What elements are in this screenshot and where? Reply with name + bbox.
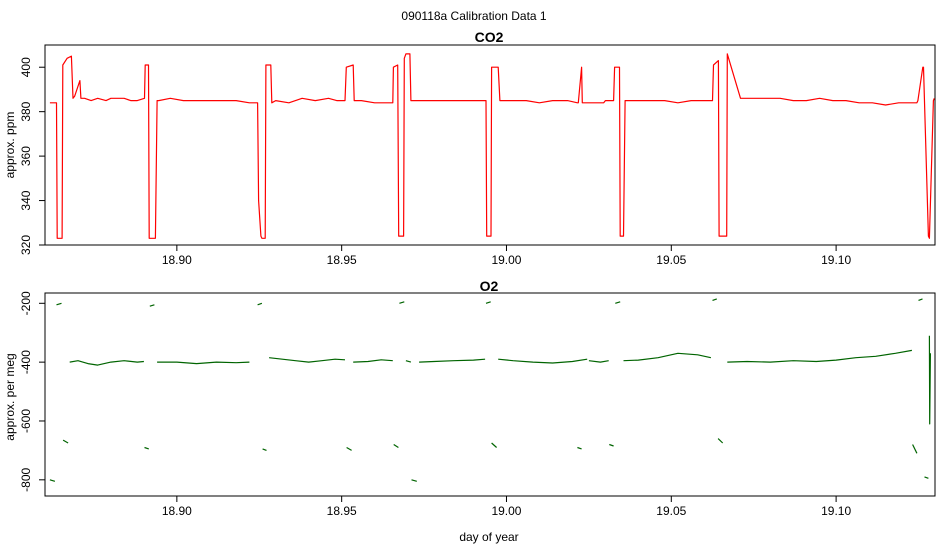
o2-title: O2	[480, 278, 499, 294]
o2-series-line	[69, 360, 144, 366]
co2-x-tick-label: 19.05	[656, 253, 686, 267]
o2-series-line	[399, 301, 405, 304]
figure-xlabel: day of year	[459, 530, 518, 544]
co2-y-tick-label: 340	[19, 190, 33, 210]
o2-series-line	[717, 438, 724, 444]
o2-series-line	[149, 304, 155, 307]
o2-series-line	[577, 446, 582, 450]
o2-series-line	[928, 335, 931, 425]
o2-x-tick-label: 18.90	[162, 504, 192, 518]
co2-x-tick-label: 19.00	[491, 253, 521, 267]
o2-series-line	[727, 349, 913, 363]
o2-ylabel: approx. per meg	[3, 353, 17, 440]
co2-x-axis: 18.90 18.95 19.00 19.05 19.10	[162, 245, 851, 267]
co2-x-tick-label: 18.95	[327, 253, 357, 267]
o2-series-line	[419, 358, 486, 363]
o2-series-line	[157, 361, 250, 365]
co2-title: CO2	[475, 29, 504, 45]
o2-series-line	[615, 301, 621, 304]
co2-panel: CO2 approx. ppm 18.90 18.95 19.00 19.05 19.1…	[3, 29, 936, 267]
o2-series-line	[62, 439, 69, 444]
o2-y-axis: -800 -600 -400 -200	[19, 291, 45, 492]
o2-series-line	[393, 443, 399, 449]
co2-y-tick-label: 380	[19, 101, 33, 121]
o2-series-line	[411, 479, 417, 482]
o2-x-axis: 18.90 18.95 19.00 19.05 19.10	[162, 496, 851, 518]
co2-ylabel: approx. ppm	[3, 112, 17, 179]
o2-series-line	[405, 360, 412, 363]
o2-series-line	[56, 302, 62, 306]
o2-series-line	[588, 360, 609, 363]
o2-panel: O2 approx. per meg 18.90 18.95 19.00 19.05 1…	[3, 278, 936, 518]
o2-y-tick-label: -800	[19, 467, 33, 491]
o2-series	[49, 298, 931, 482]
o2-series-line	[485, 301, 491, 304]
o2-series-line	[623, 352, 712, 362]
o2-series-line	[712, 298, 717, 301]
o2-x-tick-label: 19.00	[491, 504, 521, 518]
o2-y-tick-label: -200	[19, 291, 33, 315]
co2-plot-frame	[44, 44, 936, 246]
o2-series-line	[257, 302, 263, 306]
o2-series-line	[491, 442, 498, 448]
co2-y-tick-label: 360	[19, 146, 33, 166]
o2-series-line	[346, 446, 352, 451]
o2-plot-frame	[44, 292, 936, 497]
co2-y-tick-label: 400	[19, 57, 33, 77]
co2-y-tick-label: 320	[19, 235, 33, 255]
o2-series-line	[144, 446, 149, 450]
o2-series-line	[918, 298, 923, 301]
co2-y-axis: 320 340 360 380 400	[19, 57, 45, 255]
figure-suptitle: 090118a Calibration Data 1	[401, 9, 547, 23]
co2-x-tick-label: 18.90	[162, 253, 192, 267]
o2-y-tick-label: -600	[19, 409, 33, 433]
o2-x-tick-label: 18.95	[327, 504, 357, 518]
o2-series-line	[353, 359, 393, 363]
o2-series-line	[498, 358, 588, 364]
o2-x-tick-label: 19.05	[656, 504, 686, 518]
o2-series-line	[912, 444, 918, 454]
co2-x-tick-label: 19.10	[821, 253, 851, 267]
o2-series-line	[609, 443, 614, 447]
o2-series-line	[49, 479, 56, 482]
o2-series-line	[269, 357, 346, 363]
o2-series-line	[924, 476, 929, 479]
o2-y-tick-label: -400	[19, 350, 33, 374]
o2-series-line	[262, 448, 267, 451]
co2-series-line	[49, 53, 935, 239]
o2-x-tick-label: 19.10	[821, 504, 851, 518]
co2-series	[49, 53, 935, 239]
